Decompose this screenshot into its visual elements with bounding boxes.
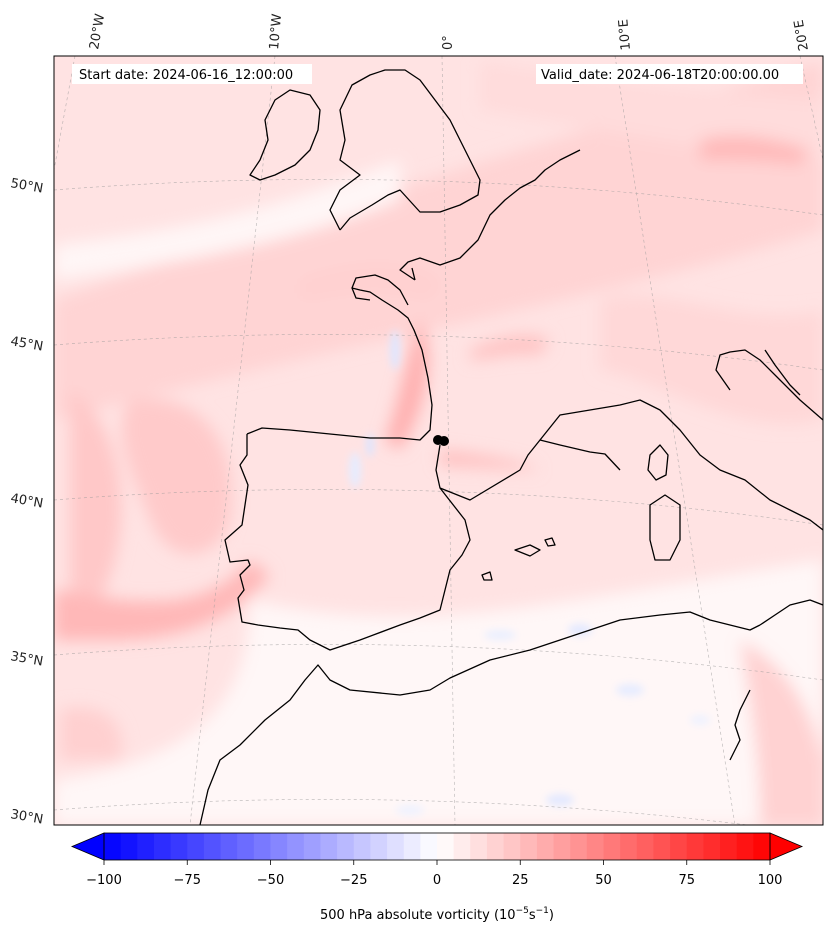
colorbar-cell [303,833,322,860]
colorbar-cell [353,833,371,860]
colorbar-cell [553,833,571,860]
colorbar-min-extend [70,832,105,861]
coastlines [199,69,823,825]
lat-label-35n: 35°N [9,649,44,669]
longitude-labels: 20°W 10°W 0° 10°E 20°E [87,13,812,52]
lat-label-40n: 40°N [9,491,44,511]
map-frame [53,55,824,826]
lon-label-10w: 10°W [267,13,285,50]
sicily-tunisia-coastline [729,599,823,761]
colorbar-cell [270,833,288,860]
colorbar-cell [503,833,521,860]
colorbar-cell [720,833,738,860]
colorbar-tick-label: 0 [433,873,441,888]
colorbar-cell [536,833,555,860]
colorbar-tick-label: −75 [174,873,201,888]
vorticity-field [54,60,823,825]
colorbar-cell [403,833,421,860]
colorbar-cell [520,833,538,860]
colorbar-tick-label: 75 [678,873,695,888]
colorbar-cell [120,833,138,860]
colorbar-cell [470,833,488,860]
colorbar-cell [586,833,605,860]
corsica-coastline [647,444,669,481]
colorbar-cell [620,833,638,860]
colorbar-cell [220,833,238,860]
lon-label-0: 0° [441,35,456,50]
colorbar-cell [237,833,255,860]
colorbar-cell [603,833,621,860]
colorbar-cell [203,833,222,860]
sardinia-coastline [649,494,681,561]
colorbar-cell [686,833,704,860]
graticule [54,56,823,825]
balearic-islands [481,537,556,581]
colorbar-cell [320,833,338,860]
lat-label-30n: 30°N [9,807,44,827]
colorbar-cell [670,833,688,860]
valid-date-box [536,64,803,84]
lat-label-50n: 50°N [9,176,44,196]
colorbar-cells [104,833,771,860]
colorbar-cell [653,833,671,860]
colorbar-cell [370,833,388,860]
colorbar-cell [337,833,355,860]
colorbar-tick-label: −50 [257,873,284,888]
colorbar-tick-label: 50 [595,873,612,888]
colorbar-cell [387,833,405,860]
colorbar-cell [187,833,205,860]
italy-coastline [539,349,823,531]
france-coastline [351,149,581,306]
colorbar-cell [753,833,771,860]
start-date-box [72,64,312,84]
britain-coastline [329,69,481,231]
cyclone-center-markers [433,435,449,446]
colorbar-cell [253,833,272,860]
colorbar-cell [170,833,188,860]
colorbar-tick-label: 100 [758,873,783,888]
colorbar-cell [153,833,172,860]
colorbar-cell [420,833,438,860]
iberian-coastline [224,287,621,651]
latitude-labels: 50°N 45°N 40°N 35°N 30°N [9,176,44,827]
colorbar-cell [570,833,588,860]
colorbar-cell [486,833,505,860]
valid-date-text: Valid_date: 2024-06-18T20:00:00.00 [541,68,779,83]
colorbar-max-extend [769,832,804,861]
map-panel [54,56,823,825]
lon-label-10e: 10°E [616,19,634,51]
colorbar-cell [453,833,471,860]
start-date-text: Start date: 2024-06-16_12:00:00 [79,68,293,83]
north-africa-coastline [199,611,761,825]
colorbar-cell [437,833,455,860]
lat-label-45n: 45°N [9,334,44,354]
colorbar-cell [287,833,305,860]
lon-label-20w: 20°W [87,13,108,51]
colorbar-cell [736,833,754,860]
colorbar-tick-label: −25 [340,873,367,888]
ireland-coastline [249,89,321,181]
colorbar-tick-label: −100 [86,873,122,888]
colorbar-tick-label: 25 [512,873,529,888]
colorbar-label: 500 hPa absolute vorticity (10−5s−1) [320,906,554,923]
lon-label-20e: 20°E [792,19,812,52]
colorbar-ticks: −100 −75 −50 −25 0 25 50 75 100 [86,860,782,888]
colorbar-cell [104,833,122,860]
colorbar-cell [703,833,721,860]
colorbar-cell [636,833,655,860]
colorbar: −100 −75 −50 −25 0 25 50 75 100 500 hPa absolute… [70,832,804,923]
colorbar-cell [137,833,155,860]
